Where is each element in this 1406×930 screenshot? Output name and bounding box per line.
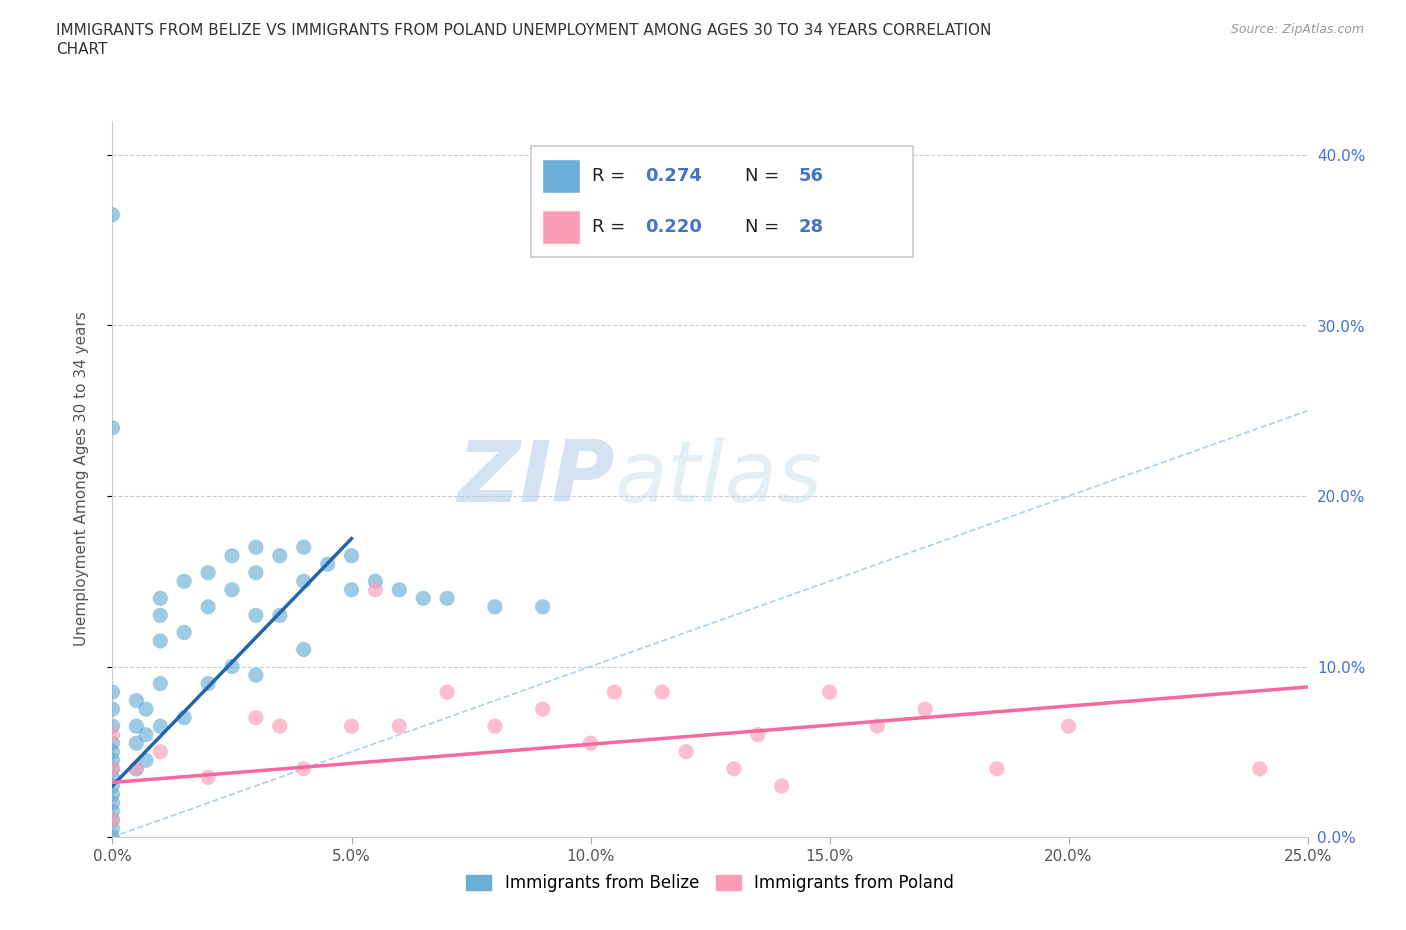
Point: [245, 565, 267, 580]
Point: [197, 676, 219, 691]
Point: [1249, 762, 1271, 777]
Point: [125, 693, 148, 708]
Point: [125, 762, 148, 777]
Point: [135, 753, 157, 768]
Point: [221, 549, 243, 564]
Point: [436, 684, 458, 699]
Point: [101, 702, 124, 717]
Point: [364, 574, 387, 589]
Point: [292, 539, 315, 554]
Point: [101, 727, 124, 742]
Point: [101, 762, 124, 777]
Point: [101, 821, 124, 836]
Text: Source: ZipAtlas.com: Source: ZipAtlas.com: [1230, 23, 1364, 36]
Point: [412, 591, 434, 605]
Point: [173, 711, 195, 725]
Point: [651, 684, 673, 699]
Point: [101, 787, 124, 802]
Point: [388, 719, 411, 734]
Point: [340, 719, 363, 734]
Point: [986, 762, 1008, 777]
Point: [135, 727, 157, 742]
Point: [101, 778, 124, 793]
Point: [531, 702, 554, 717]
Text: atlas: atlas: [614, 437, 823, 521]
Point: [135, 702, 157, 717]
Point: [245, 711, 267, 725]
Point: [316, 557, 339, 572]
Point: [484, 600, 506, 615]
Point: [269, 719, 291, 734]
Text: IMMIGRANTS FROM BELIZE VS IMMIGRANTS FROM POLAND UNEMPLOYMENT AMONG AGES 30 TO 3: IMMIGRANTS FROM BELIZE VS IMMIGRANTS FRO…: [56, 23, 991, 38]
Point: [269, 608, 291, 623]
Point: [364, 582, 387, 597]
Point: [101, 207, 124, 222]
Point: [388, 582, 411, 597]
Point: [770, 778, 793, 793]
Point: [101, 736, 124, 751]
Text: ZIP: ZIP: [457, 437, 614, 521]
Point: [221, 582, 243, 597]
Text: CHART: CHART: [56, 42, 108, 57]
Point: [1057, 719, 1080, 734]
Point: [269, 549, 291, 564]
Point: [125, 719, 148, 734]
Point: [579, 736, 602, 751]
Y-axis label: Unemployment Among Ages 30 to 34 years: Unemployment Among Ages 30 to 34 years: [75, 312, 89, 646]
Point: [101, 420, 124, 435]
Point: [245, 608, 267, 623]
Point: [747, 727, 769, 742]
Point: [340, 549, 363, 564]
Point: [197, 600, 219, 615]
Point: [101, 684, 124, 699]
Point: [436, 591, 458, 605]
Point: [603, 684, 626, 699]
Point: [101, 753, 124, 768]
Point: [149, 608, 172, 623]
Point: [292, 762, 315, 777]
Point: [149, 719, 172, 734]
Point: [914, 702, 936, 717]
Point: [101, 770, 124, 785]
Point: [173, 574, 195, 589]
Point: [101, 830, 124, 844]
Point: [340, 582, 363, 597]
Point: [531, 600, 554, 615]
Point: [173, 625, 195, 640]
Point: [101, 719, 124, 734]
Point: [101, 744, 124, 759]
Point: [101, 813, 124, 828]
Point: [149, 676, 172, 691]
Point: [197, 770, 219, 785]
Point: [101, 762, 124, 777]
Point: [149, 591, 172, 605]
Point: [149, 744, 172, 759]
Point: [197, 565, 219, 580]
Point: [866, 719, 889, 734]
Point: [675, 744, 697, 759]
Point: [221, 659, 243, 674]
Point: [723, 762, 745, 777]
Point: [125, 736, 148, 751]
Legend: Immigrants from Belize, Immigrants from Poland: Immigrants from Belize, Immigrants from …: [458, 866, 962, 900]
Point: [101, 795, 124, 810]
Point: [101, 813, 124, 828]
Point: [245, 539, 267, 554]
Point: [245, 668, 267, 683]
Point: [292, 574, 315, 589]
Point: [818, 684, 841, 699]
Point: [149, 633, 172, 648]
Point: [484, 719, 506, 734]
Point: [125, 762, 148, 777]
Point: [292, 642, 315, 657]
Point: [101, 804, 124, 819]
